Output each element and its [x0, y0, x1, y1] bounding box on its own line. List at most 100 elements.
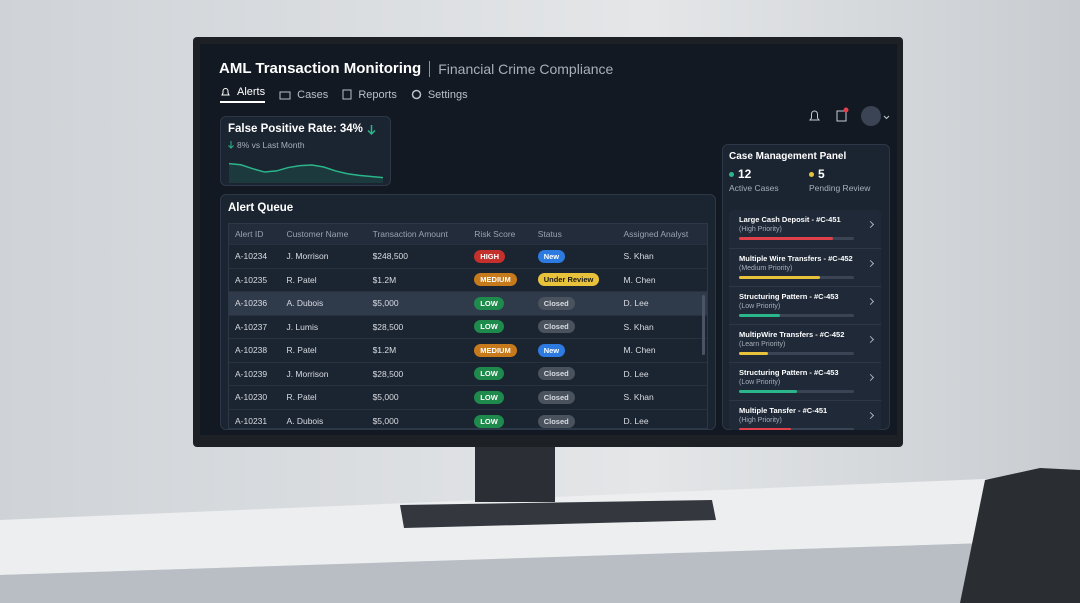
case-title: MultipWire Transfers - #C-452	[739, 330, 845, 339]
monitor-screen: AML Transaction Monitoring Financial Cri…	[200, 44, 897, 435]
alert-row[interactable]: A-10234 J. Morrison $248,500 HIGH New S. Khan	[229, 244, 707, 268]
alert-row[interactable]: A-10235 R. Patel $1.2M MEDIUM Under Review M.…	[229, 267, 707, 292]
table-cell: LOW	[468, 408, 532, 428]
status-dot	[729, 171, 734, 177]
table-cell: Closed	[531, 291, 618, 315]
alert-table: Alert ID Customer Name Transaction Amount R…	[229, 224, 707, 428]
table-cell: New	[531, 244, 618, 268]
case-item[interactable]: Large Cash Deposit - #C-451 (High Priorit…	[729, 210, 881, 248]
nav-tab[interactable]: Alerts	[220, 86, 266, 103]
table-cell: A-10238	[229, 338, 281, 362]
case-item[interactable]: Structuring Pattern - #C-453 (Low Priorit…	[729, 286, 881, 324]
scrollbar[interactable]	[702, 295, 705, 355]
notification-button[interactable]	[809, 110, 820, 121]
kpi-change: 8% vs Last Month	[237, 140, 305, 150]
stat: 5 Pending Review	[809, 167, 889, 193]
divider	[429, 60, 431, 77]
alert-row[interactable]: A-10236 A. Dubois $5,000 LOW Closed D. Lee	[229, 291, 707, 315]
alert-row[interactable]: A-10230 R. Patel $5,000 LOW Closed S. Khan	[229, 385, 707, 409]
nav-bar: Alerts Cases Reports Settings	[220, 86, 482, 103]
table-cell: Closed	[531, 314, 618, 339]
nav-tab[interactable]: Settings	[411, 86, 468, 103]
status-badge: Under Review	[537, 273, 600, 287]
gear-icon	[411, 89, 422, 100]
case-priority: (Learn Priority)	[739, 341, 786, 348]
table-cell: $248,500	[366, 244, 469, 268]
alert-row[interactable]: A-10238 R. Patel $1.2M MEDIUM New M. Chen	[229, 338, 707, 362]
status-badge: New	[537, 249, 566, 263]
alert-row[interactable]: A-10237 J. Lumis $28,500 LOW Closed S. Khan	[229, 314, 707, 339]
status-badge: Closed	[537, 320, 575, 334]
column-header: Alert ID	[229, 224, 281, 245]
stat-value: 12	[738, 167, 752, 181]
case-item[interactable]: MultipWire Transfers - #C-452 (Learn Prio…	[729, 324, 881, 362]
progress-track	[739, 428, 854, 430]
table-cell: MEDIUM	[468, 338, 532, 362]
risk-badge: LOW	[474, 390, 504, 404]
table-cell: $1.2M	[366, 338, 469, 362]
table-cell: A-10230	[229, 385, 281, 409]
column-header: Status	[531, 224, 618, 245]
risk-badge: MEDIUM	[474, 343, 517, 357]
table-cell: New	[531, 338, 618, 362]
stat: 12 Active Cases	[729, 167, 809, 193]
table-cell: A-10236	[229, 291, 281, 315]
case-priority: (High Priority)	[739, 226, 782, 233]
case-item[interactable]: Multiple Tansfer - #C-451 (High Priority)	[729, 400, 881, 430]
table-cell: Closed	[531, 408, 618, 428]
table-cell: D. Lee	[617, 408, 707, 428]
nav-tab[interactable]: Cases	[279, 86, 328, 103]
table-cell: A. Dubois	[280, 408, 367, 428]
kpi-title: False Positive Rate: 34%	[228, 123, 363, 135]
alert-row[interactable]: A-10231 A. Dubois $5,000 LOW Closed D. Lee	[229, 408, 707, 428]
table-cell: M. Chen	[617, 338, 707, 362]
toolbar-icons	[809, 106, 890, 126]
case-item[interactable]: Multiple Wire Transfers - #C-452 (Medium …	[729, 248, 881, 286]
nav-label: Settings	[427, 88, 468, 101]
table-cell: LOW	[468, 385, 532, 409]
case-title: Large Cash Deposit - #C-451	[739, 215, 841, 224]
nav-label: Cases	[297, 88, 329, 101]
table-cell: Under Review	[531, 267, 618, 292]
table-cell: M. Chen	[617, 267, 707, 292]
column-header: Risk Score	[468, 224, 532, 245]
case-priority: (High Priority)	[739, 417, 782, 424]
status-badge: Closed	[537, 414, 575, 428]
nav-label: Alerts	[237, 86, 266, 98]
section-title: Alert Queue	[228, 202, 294, 214]
kpi-card: False Positive Rate: 34% 8% vs Last Mont…	[220, 116, 391, 186]
progress-bar	[739, 314, 781, 317]
case-priority: (Medium Priority)	[739, 265, 793, 272]
header-row: Alert ID Customer Name Transaction Amount R…	[229, 224, 707, 245]
nav-tab[interactable]: Reports	[342, 86, 397, 103]
column-header: Customer Name	[280, 224, 367, 245]
stat-value-row: 5	[809, 167, 889, 181]
alert-row[interactable]: A-10239 J. Morrison $28,500 LOW Closed D. Lee	[229, 361, 707, 386]
table-cell: J. Lumis	[280, 314, 367, 339]
bell-icon	[221, 87, 230, 95]
risk-badge: MEDIUM	[474, 273, 517, 287]
case-item[interactable]: Structuring Pattern - #C-453 (Low Priorit…	[729, 362, 881, 400]
inbox-button[interactable]	[836, 110, 847, 122]
table-cell: LOW	[468, 291, 532, 315]
status-badge: Closed	[537, 296, 575, 310]
app-title: AML Transaction Monitoring	[219, 60, 422, 77]
risk-badge: HIGH	[474, 249, 506, 263]
case-title: Multiple Tansfer - #C-451	[739, 406, 828, 415]
progress-bar	[739, 237, 834, 240]
status-badge: Closed	[537, 367, 575, 381]
alert-dot	[843, 107, 849, 113]
table-cell: R. Patel	[280, 385, 367, 409]
avatar[interactable]	[861, 106, 881, 126]
table-cell: A-10235	[229, 267, 281, 292]
table-cell: $28,500	[366, 314, 469, 339]
table-cell: A-10239	[229, 361, 281, 386]
table-cell: A. Dubois	[280, 291, 367, 315]
down-arrow	[367, 124, 376, 135]
case-list: Large Cash Deposit - #C-451 (High Priorit…	[729, 210, 881, 430]
risk-badge: LOW	[474, 414, 504, 428]
app-subtitle: Financial Crime Compliance	[438, 60, 614, 77]
progress-track	[739, 390, 854, 393]
table-cell: R. Patel	[280, 338, 367, 362]
caret	[883, 115, 890, 120]
